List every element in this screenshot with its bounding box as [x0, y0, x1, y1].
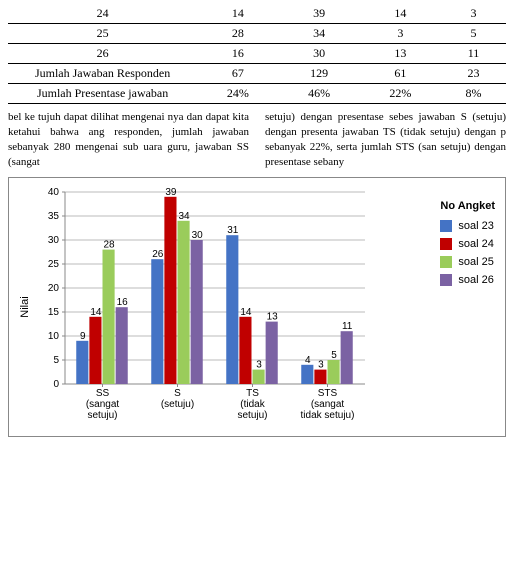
svg-text:5: 5 [53, 355, 59, 366]
para-left: bel ke tujuh dapat dilihat mengenai nya … [8, 110, 249, 169]
legend-item: soal 23 [440, 220, 495, 232]
cell-sts: 5 [441, 24, 506, 44]
legend-item: soal 24 [440, 238, 495, 250]
svg-text:10: 10 [48, 331, 60, 342]
svg-text:4: 4 [305, 355, 311, 366]
cell-s: 39 [278, 4, 359, 24]
chart-container: Nilai 05101520253035409142816SS(sangatse… [8, 177, 506, 437]
body-text: bel ke tujuh dapat dilihat mengenai nya … [8, 110, 506, 169]
sum-sts: 23 [441, 64, 506, 84]
cell-ss: 14 [197, 4, 278, 24]
pct-label: Jumlah Presentase jawaban [8, 84, 197, 104]
sum-label: Jumlah Jawaban Responden [8, 64, 197, 84]
legend-label: soal 23 [458, 220, 493, 232]
cell-sts: 3 [441, 4, 506, 24]
svg-text:15: 15 [48, 307, 60, 318]
table-row: 24 14 39 14 3 [8, 4, 506, 24]
table-pct-row: Jumlah Presentase jawaban 24% 46% 22% 8% [8, 84, 506, 104]
svg-text:34: 34 [179, 211, 191, 222]
svg-text:5: 5 [331, 350, 337, 361]
table-row: 26 16 30 13 11 [8, 44, 506, 64]
legend-label: soal 25 [458, 256, 493, 268]
cell-ts: 13 [360, 44, 441, 64]
svg-text:(sangat: (sangat [86, 399, 120, 410]
cell-no: 25 [8, 24, 197, 44]
sum-ss: 67 [197, 64, 278, 84]
sum-s: 129 [278, 64, 359, 84]
svg-text:31: 31 [227, 226, 239, 237]
cell-ss: 28 [197, 24, 278, 44]
legend-label: soal 24 [458, 238, 493, 250]
pct-s: 46% [278, 84, 359, 104]
svg-text:25: 25 [48, 259, 60, 270]
legend-swatch [440, 238, 452, 250]
svg-text:(tidak: (tidak [240, 399, 265, 410]
svg-text:11: 11 [342, 322, 353, 333]
para-right: setuju) dengan presentase sebes jawaban … [265, 110, 506, 169]
svg-text:SS: SS [96, 388, 110, 399]
legend-swatch [440, 220, 452, 232]
svg-text:26: 26 [152, 250, 164, 261]
legend-swatch [440, 274, 452, 286]
svg-text:9: 9 [80, 331, 86, 342]
svg-text:3: 3 [318, 360, 324, 371]
table-sum-row: Jumlah Jawaban Responden 67 129 61 23 [8, 64, 506, 84]
cell-no: 26 [8, 44, 197, 64]
svg-text:30: 30 [48, 235, 60, 246]
legend-item: soal 26 [440, 274, 495, 286]
svg-text:(setuju): (setuju) [161, 399, 194, 410]
svg-text:setuju): setuju) [87, 410, 117, 421]
data-table: 24 14 39 14 3 25 28 34 3 5 26 16 30 13 1… [8, 4, 506, 104]
svg-text:(sangat: (sangat [311, 399, 345, 410]
svg-text:16: 16 [117, 298, 129, 309]
svg-text:tidak setuju): tidak setuju) [301, 410, 355, 421]
svg-text:40: 40 [48, 187, 60, 198]
pct-ts: 22% [360, 84, 441, 104]
pct-ss: 24% [197, 84, 278, 104]
svg-text:TS: TS [246, 388, 259, 399]
cell-sts: 11 [441, 44, 506, 64]
cell-no: 24 [8, 4, 197, 24]
table-row: 25 28 34 3 5 [8, 24, 506, 44]
cell-ss: 16 [197, 44, 278, 64]
svg-text:20: 20 [48, 283, 60, 294]
svg-text:28: 28 [104, 240, 116, 251]
legend-title: No Angket [440, 200, 495, 212]
svg-text:14: 14 [90, 307, 102, 318]
svg-text:13: 13 [267, 312, 279, 323]
cell-ts: 3 [360, 24, 441, 44]
legend-item: soal 25 [440, 256, 495, 268]
legend-swatch [440, 256, 452, 268]
bar-chart: 05101520253035409142816SS(sangatsetuju)2… [9, 178, 505, 436]
svg-text:setuju): setuju) [237, 410, 267, 421]
cell-ts: 14 [360, 4, 441, 24]
svg-text:30: 30 [192, 230, 204, 241]
sum-ts: 61 [360, 64, 441, 84]
svg-text:3: 3 [256, 360, 262, 371]
svg-text:14: 14 [240, 307, 252, 318]
pct-sts: 8% [441, 84, 506, 104]
svg-text:S: S [174, 388, 181, 399]
chart-legend: No Angket soal 23 soal 24 soal 25 soal 26 [440, 200, 495, 292]
cell-s: 34 [278, 24, 359, 44]
legend-label: soal 26 [458, 274, 493, 286]
svg-text:0: 0 [53, 379, 59, 390]
svg-text:35: 35 [48, 211, 60, 222]
svg-text:STS: STS [318, 388, 338, 399]
svg-text:39: 39 [165, 187, 177, 198]
cell-s: 30 [278, 44, 359, 64]
